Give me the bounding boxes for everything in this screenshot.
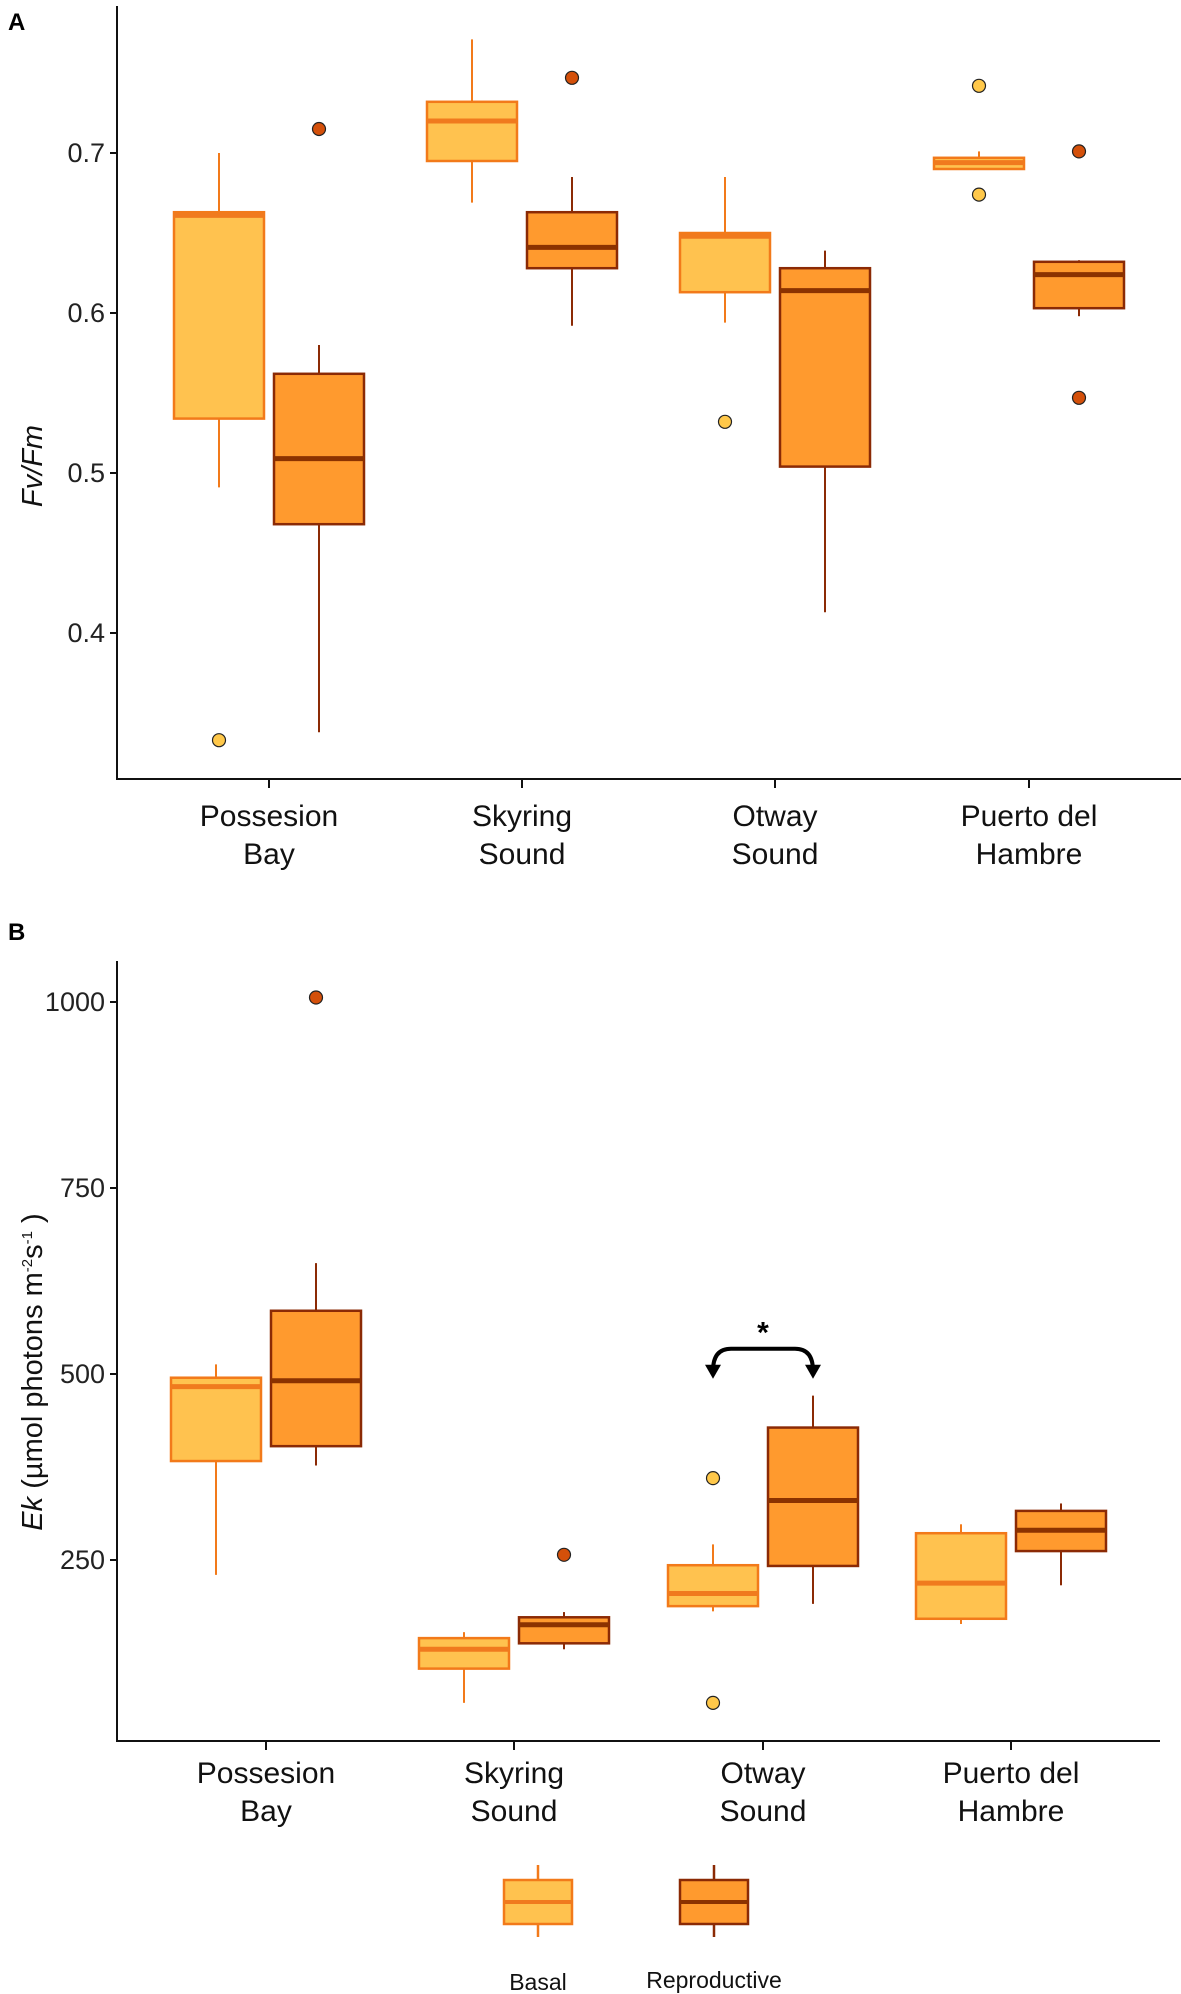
arrow-left-icon: [705, 1364, 721, 1379]
reproductive-box: [525, 210, 619, 270]
basal-box: [914, 1531, 1008, 1621]
reproductive-outlier-point: [308, 990, 324, 1005]
x-tick-label: Skyring: [472, 800, 572, 833]
y-axis-title-b: Ek (µmol photons m-2s-1 ): [17, 1213, 49, 1530]
y-tick-label: 0.7: [67, 138, 105, 168]
basal-box: [417, 1636, 511, 1670]
legend-label-basal: Basal: [509, 1969, 567, 1994]
x-tick-label: Puerto del: [961, 800, 1098, 833]
x-tick-label: Skyring: [464, 1757, 564, 1790]
reproductive-outlier-point: [1071, 390, 1087, 405]
y-title-ek: Ek: [17, 1495, 49, 1530]
significance-bracket: [711, 1346, 815, 1371]
y-tick-label: 0.5: [67, 458, 105, 488]
y-tick-label: 1000: [45, 987, 105, 1017]
x-tick-label: Bay: [240, 1795, 292, 1828]
y-tick-label: 0.6: [67, 298, 105, 328]
y-title-sup1: -2: [19, 1259, 36, 1272]
x-tick-label: Sound: [479, 838, 566, 871]
legend-label-reproductive: Reproductive: [646, 1967, 782, 1993]
panel-b-plot: 250 500 750 1000 Possesion Bay Skyring Sound Otw…: [45, 961, 1160, 1828]
x-tick-label: Puerto del: [943, 1757, 1080, 1790]
panel-label-b: B: [8, 919, 25, 946]
basal-box: [172, 210, 266, 420]
significance-asterisk: *: [757, 1317, 769, 1350]
x-tick-label: Possesion: [200, 800, 338, 833]
x-tick-label: Sound: [471, 1795, 558, 1828]
y-title-end: ): [17, 1213, 49, 1231]
reproductive-outlier-point: [311, 121, 327, 137]
y-title-sup2: -1: [19, 1231, 36, 1244]
basal-outlier-point: [971, 78, 987, 93]
reproductive-box: [1032, 260, 1126, 310]
reproductive-box: [766, 1426, 860, 1568]
basal-outlier-point: [705, 1471, 721, 1486]
x-tick-label: Otway: [720, 1757, 805, 1790]
x-tick-label: Bay: [243, 838, 295, 871]
reproductive-outlier-point: [556, 1547, 572, 1562]
x-tick-label: Sound: [720, 1795, 807, 1828]
y-title-unit: (µmol photons m: [17, 1272, 49, 1497]
panel-label-a: A: [8, 9, 25, 36]
y-tick-label: 250: [60, 1545, 105, 1575]
x-tick-label: Possesion: [197, 1757, 335, 1790]
y-axis-title-a: Fv/Fm: [17, 425, 49, 507]
reproductive-box: [517, 1616, 611, 1645]
basal-box: [666, 1563, 760, 1608]
y-tick-label: 0.4: [67, 618, 105, 648]
basal-outlier-point: [971, 187, 987, 202]
arrow-right-icon: [805, 1364, 821, 1379]
y-tick-label: 500: [60, 1359, 105, 1389]
y-tick-label: 750: [60, 1173, 105, 1203]
reproductive-outlier-point: [564, 70, 580, 85]
basal-box: [678, 231, 772, 294]
legend: Basal Reproductive: [502, 1865, 782, 1994]
reproductive-box: [778, 266, 872, 468]
basal-box: [169, 1376, 263, 1463]
x-tick-label: Hambre: [958, 1795, 1065, 1828]
x-tick-label: Sound: [732, 838, 819, 871]
y-title-s: s: [17, 1244, 49, 1259]
x-tick-label: Hambre: [976, 838, 1083, 871]
reproductive-box: [272, 372, 366, 526]
panel-a-plot: 0.4 0.5 0.6 0.7 Possesion Bay Skyring Sound Otwa…: [67, 6, 1181, 871]
reproductive-outlier-point: [1071, 144, 1087, 159]
x-tick-label: Otway: [732, 800, 817, 833]
basal-outlier-point: [705, 1695, 721, 1710]
basal-outlier-point: [211, 733, 227, 748]
basal-box: [425, 100, 519, 163]
basal-outlier-point: [717, 414, 733, 429]
